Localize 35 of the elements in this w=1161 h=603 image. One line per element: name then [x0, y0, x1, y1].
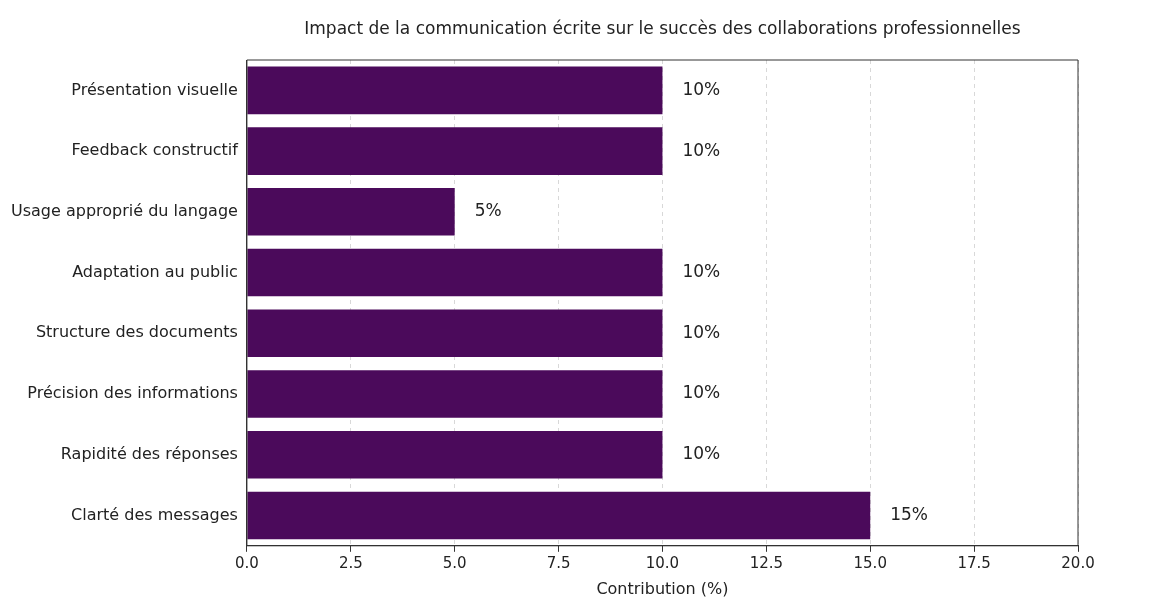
bar: [247, 127, 663, 175]
x-tick-label: 17.5: [957, 553, 991, 572]
y-tick-label: Précision des informations: [27, 383, 238, 403]
y-tick-label: Présentation visuelle: [71, 79, 238, 99]
data-label: 15%: [890, 503, 929, 524]
y-tick-label: Rapidité des réponses: [60, 443, 238, 463]
x-axis-title: Contribution (%): [596, 578, 729, 598]
data-label: 10%: [682, 260, 721, 281]
data-label: 10%: [682, 382, 721, 403]
chart-title: Impact de la communication écrite sur le succès des collaborations professionnelles: [304, 17, 1021, 38]
x-tick-label: 10.0: [645, 553, 680, 572]
x-tick-label: 0.0: [234, 553, 259, 572]
bar: [247, 188, 455, 236]
bar: [247, 309, 663, 358]
bar: [247, 430, 663, 479]
y-tick-label: Clarté des messages: [71, 504, 238, 524]
bar: [247, 491, 871, 540]
y-tick-label: Structure des documents: [35, 322, 238, 342]
y-tick-label: Feedback constructif: [71, 140, 239, 160]
x-tick-label: 12.5: [749, 553, 784, 572]
bar: [247, 66, 663, 115]
data-label: 10%: [682, 139, 721, 160]
data-label: 10%: [682, 321, 721, 342]
x-tick-label: 7.5: [546, 553, 571, 572]
y-tick-label: Usage approprié du langage: [10, 200, 238, 220]
x-tick-label: 15.0: [853, 553, 887, 572]
data-label: 5%: [474, 200, 502, 221]
data-label: 10%: [682, 443, 721, 464]
x-tick-label: 2.5: [338, 553, 363, 572]
x-tick-label: 5.0: [442, 553, 467, 572]
data-label: 10%: [682, 78, 721, 99]
bar: [247, 248, 663, 297]
y-tick-label: Adaptation au public: [72, 261, 238, 281]
bar: [247, 370, 663, 418]
x-tick-label: 20.0: [1061, 553, 1095, 572]
